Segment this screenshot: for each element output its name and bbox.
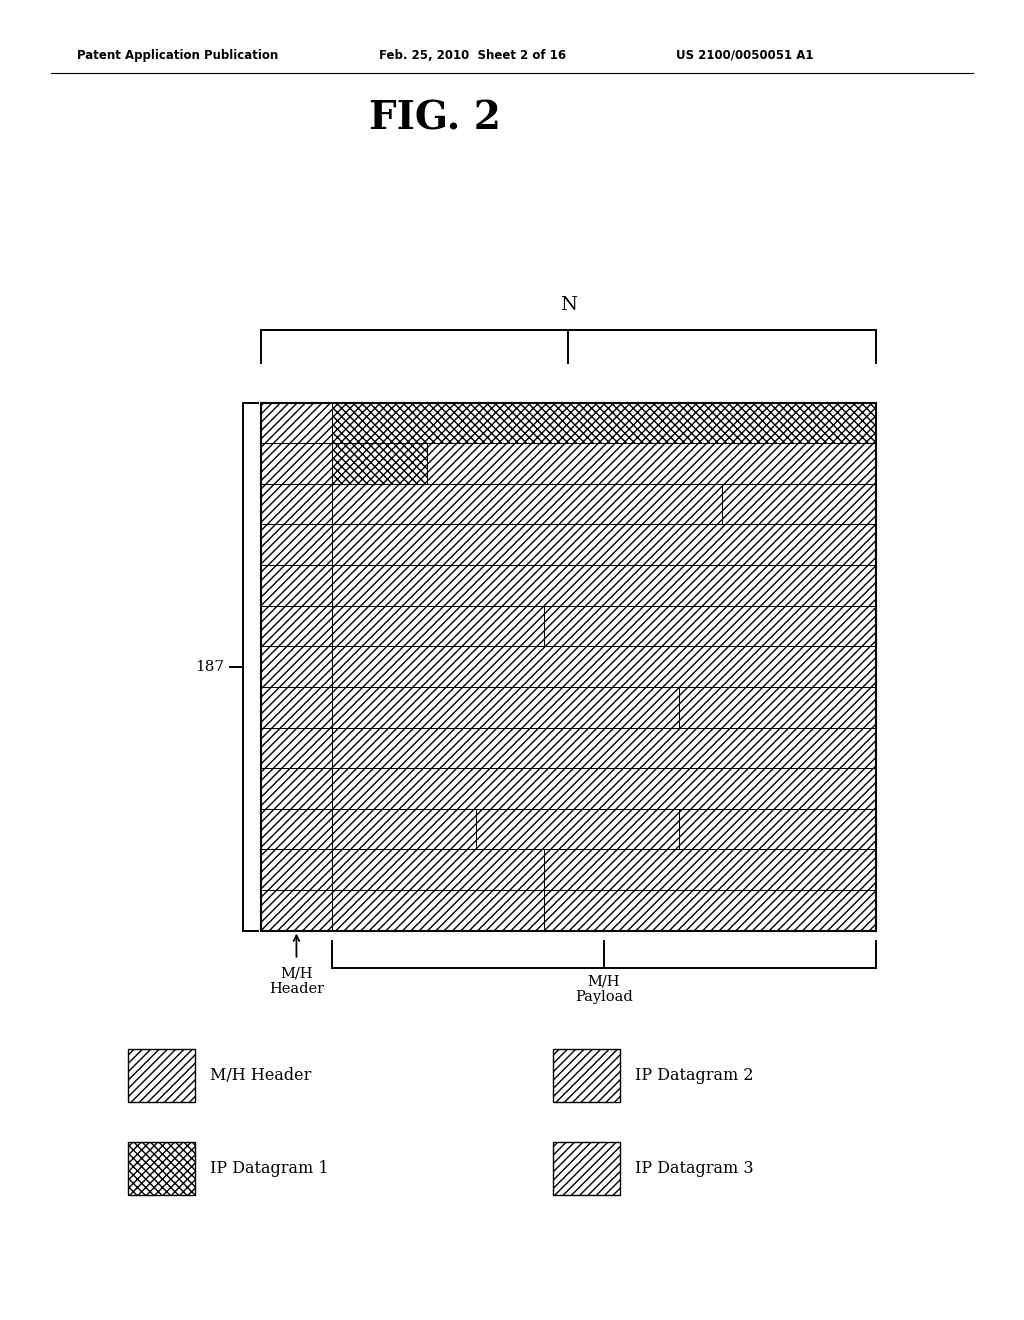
Bar: [128, 1142, 195, 1195]
Text: 187: 187: [196, 660, 224, 673]
Bar: [722, 484, 876, 524]
Bar: [427, 444, 876, 484]
Text: FIG. 2: FIG. 2: [370, 99, 501, 137]
Bar: [553, 1142, 620, 1195]
Bar: [261, 768, 332, 809]
Bar: [553, 1049, 620, 1102]
Bar: [332, 403, 876, 444]
Bar: [261, 809, 332, 849]
Bar: [332, 484, 722, 524]
Text: US 2100/0050051 A1: US 2100/0050051 A1: [676, 49, 813, 62]
Text: IP Datagram 1: IP Datagram 1: [210, 1160, 329, 1176]
Bar: [332, 647, 876, 686]
Bar: [476, 809, 679, 849]
Bar: [332, 444, 427, 484]
Bar: [261, 484, 332, 524]
Bar: [544, 849, 876, 890]
Bar: [261, 444, 332, 484]
Text: M/H Header: M/H Header: [210, 1068, 311, 1084]
Bar: [332, 768, 876, 809]
Bar: [261, 403, 876, 931]
Bar: [544, 890, 876, 931]
Bar: [332, 849, 544, 890]
Bar: [332, 890, 544, 931]
Bar: [261, 686, 332, 727]
Text: Feb. 25, 2010  Sheet 2 of 16: Feb. 25, 2010 Sheet 2 of 16: [379, 49, 566, 62]
Bar: [332, 686, 679, 727]
Bar: [679, 809, 876, 849]
Bar: [261, 524, 332, 565]
Bar: [332, 524, 876, 565]
Bar: [261, 403, 332, 444]
Text: Patent Application Publication: Patent Application Publication: [77, 49, 279, 62]
Text: IP Datagram 3: IP Datagram 3: [635, 1160, 754, 1176]
Bar: [332, 809, 476, 849]
Bar: [544, 606, 876, 647]
Bar: [332, 606, 544, 647]
Bar: [332, 565, 876, 606]
Text: M/H
Header: M/H Header: [269, 966, 324, 997]
Bar: [261, 727, 332, 768]
Text: M/H
Payload: M/H Payload: [574, 974, 633, 1005]
Bar: [128, 1049, 195, 1102]
Bar: [261, 606, 332, 647]
Bar: [261, 890, 332, 931]
Text: N: N: [560, 296, 577, 314]
Bar: [332, 727, 876, 768]
Bar: [261, 647, 332, 686]
Bar: [261, 849, 332, 890]
Bar: [261, 565, 332, 606]
Bar: [679, 686, 876, 727]
Text: IP Datagram 2: IP Datagram 2: [635, 1068, 754, 1084]
